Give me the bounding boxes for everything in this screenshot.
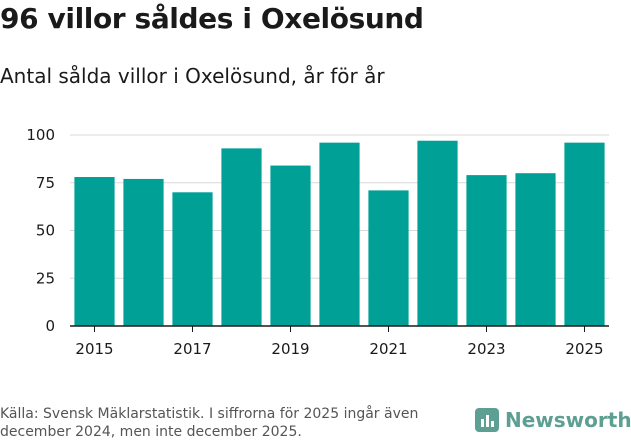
x-tick-label: 2025 [565,340,603,358]
y-tick-label: 100 [26,126,55,144]
bar-2025 [564,142,605,326]
bar-2023 [466,175,507,326]
x-tick-label: 2021 [369,340,407,358]
bar-2020 [319,142,360,326]
bar-2015 [74,177,115,326]
newsworthy-logo-icon [475,408,499,432]
y-tick-label: 75 [36,174,55,192]
bar-2022 [417,140,458,326]
x-tick-label: 2019 [271,340,309,358]
bar-2018 [221,148,262,326]
bar-2021 [368,190,409,326]
bar-2024 [515,173,556,326]
y-tick-label: 25 [36,269,55,287]
source-note: Källa: Svensk Mäklarstatistik. I siffror… [0,406,419,440]
y-tick-label: 50 [36,222,55,240]
y-tick-label: 0 [45,317,55,335]
chart-title: 96 villor såldes i Oxelösund [0,2,424,35]
bar-2016 [123,178,164,326]
bar-2017 [172,192,213,326]
x-tick-label: 2023 [467,340,505,358]
x-tick-label: 2017 [173,340,211,358]
newsworthy-logo: Newsworthy [475,408,631,432]
x-tick-label: 2015 [75,340,113,358]
newsworthy-logo-text: Newsworthy [505,408,631,432]
bar-2019 [270,165,311,326]
chart-subtitle: Antal sålda villor i Oxelösund, år för å… [0,64,385,88]
